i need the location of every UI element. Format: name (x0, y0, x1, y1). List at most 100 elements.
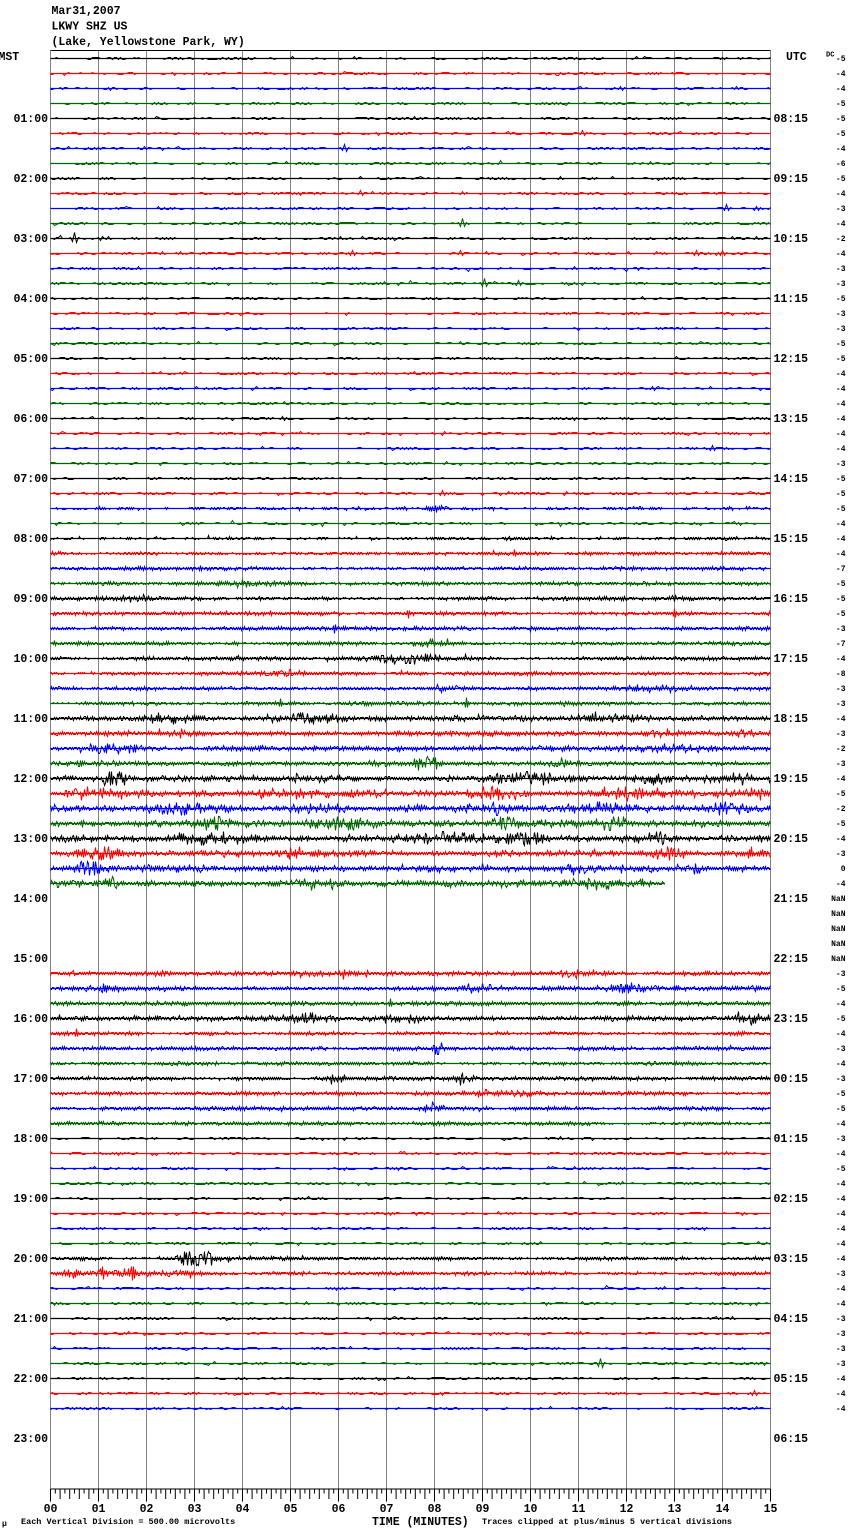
svg-text:17:00: 17:00 (13, 1073, 48, 1086)
svg-text:12:15: 12:15 (774, 353, 809, 366)
svg-text:03: 03 (188, 1503, 202, 1516)
svg-text:-4: -4 (836, 1300, 846, 1309)
svg-text:-3: -3 (836, 850, 846, 859)
svg-text:16:00: 16:00 (13, 1013, 48, 1026)
svg-text:-2: -2 (836, 235, 846, 244)
svg-text:21:00: 21:00 (13, 1313, 48, 1326)
svg-text:-4: -4 (836, 1000, 846, 1009)
svg-text:-4: -4 (836, 880, 846, 889)
svg-text:-6: -6 (836, 160, 846, 169)
svg-text:-4: -4 (836, 775, 846, 784)
svg-text:-3: -3 (836, 730, 846, 739)
svg-text:02: 02 (140, 1503, 154, 1516)
svg-text:-8: -8 (836, 670, 846, 679)
svg-text:-3: -3 (836, 685, 846, 694)
svg-text:-3: -3 (836, 1270, 846, 1279)
svg-text:-4: -4 (836, 1180, 846, 1189)
svg-text:-4: -4 (836, 1195, 846, 1204)
svg-text:-5: -5 (836, 985, 846, 994)
svg-text:-5: -5 (836, 295, 846, 304)
svg-text:-5: -5 (836, 820, 846, 829)
svg-text:19:00: 19:00 (13, 1193, 48, 1206)
svg-text:12: 12 (620, 1503, 634, 1516)
svg-text:-5: -5 (836, 1090, 846, 1099)
svg-text:-3: -3 (836, 1315, 846, 1324)
svg-text:-4: -4 (836, 1375, 846, 1384)
svg-text:07:00: 07:00 (13, 473, 48, 486)
svg-text:10:00: 10:00 (13, 653, 48, 666)
svg-text:0: 0 (841, 865, 846, 874)
svg-text:MST: MST (0, 51, 19, 64)
svg-text:06: 06 (332, 1503, 346, 1516)
svg-text:Traces clipped at plus/minus 5: Traces clipped at plus/minus 5 vertical … (482, 1517, 732, 1527)
svg-text:-4: -4 (836, 1030, 846, 1039)
svg-text:-5: -5 (836, 790, 846, 799)
svg-text:-3: -3 (836, 265, 846, 274)
svg-text:02:15: 02:15 (774, 1193, 809, 1206)
svg-text:14:15: 14:15 (774, 473, 809, 486)
svg-text:NaN: NaN (831, 940, 846, 949)
svg-text:-4: -4 (836, 70, 846, 79)
svg-text:-5: -5 (836, 1165, 846, 1174)
svg-text:01:00: 01:00 (13, 113, 48, 126)
svg-text:04:15: 04:15 (774, 1313, 809, 1326)
svg-text:-4: -4 (836, 1150, 846, 1159)
svg-text:-3: -3 (836, 280, 846, 289)
svg-text:-5: -5 (836, 130, 846, 139)
svg-text:12:00: 12:00 (13, 773, 48, 786)
svg-text:-5: -5 (836, 580, 846, 589)
svg-text:-4: -4 (836, 655, 846, 664)
svg-text:00: 00 (44, 1503, 58, 1516)
svg-text:-3: -3 (836, 1360, 846, 1369)
svg-text:-3: -3 (836, 1045, 846, 1054)
svg-text:-5: -5 (836, 100, 846, 109)
svg-text:15:00: 15:00 (13, 953, 48, 966)
svg-text:01:15: 01:15 (774, 1133, 809, 1146)
svg-text:-5: -5 (836, 55, 846, 64)
svg-text:08: 08 (428, 1503, 442, 1516)
svg-text:-4: -4 (836, 535, 846, 544)
svg-text:Each Vertical Division = 500.: Each Vertical Division = 500.00 microvol… (21, 1517, 235, 1527)
svg-text:-4: -4 (836, 1240, 846, 1249)
svg-text:19:15: 19:15 (774, 773, 809, 786)
svg-text:-3: -3 (836, 310, 846, 319)
svg-text:06:15: 06:15 (774, 1433, 809, 1446)
svg-text:15: 15 (764, 1503, 778, 1516)
svg-text:-3: -3 (836, 970, 846, 979)
svg-text:23:15: 23:15 (774, 1013, 809, 1026)
svg-text:-4: -4 (836, 715, 846, 724)
svg-text:03:00: 03:00 (13, 233, 48, 246)
svg-text:-3: -3 (836, 1075, 846, 1084)
svg-text:09:15: 09:15 (774, 173, 809, 186)
svg-text:NaN: NaN (831, 910, 846, 919)
svg-text:-4: -4 (836, 145, 846, 154)
svg-text:Mar31,2007: Mar31,2007 (52, 5, 121, 18)
svg-text:-3: -3 (836, 1135, 846, 1144)
svg-text:-5: -5 (836, 505, 846, 514)
svg-text:04: 04 (236, 1503, 250, 1516)
svg-text:-4: -4 (836, 1060, 846, 1069)
svg-text:-4: -4 (836, 220, 846, 229)
svg-text:-3: -3 (836, 460, 846, 469)
svg-text:14: 14 (716, 1503, 730, 1516)
svg-text:-5: -5 (836, 610, 846, 619)
svg-text:-4: -4 (836, 415, 846, 424)
svg-text:11: 11 (572, 1503, 586, 1516)
svg-text:10: 10 (524, 1503, 538, 1516)
svg-text:DC: DC (826, 52, 834, 60)
svg-text:-4: -4 (836, 190, 846, 199)
svg-text:14:00: 14:00 (13, 893, 48, 906)
svg-text:NaN: NaN (831, 925, 846, 934)
svg-text:-5: -5 (836, 1015, 846, 1024)
svg-text:22:00: 22:00 (13, 1373, 48, 1386)
svg-text:-4: -4 (836, 1405, 846, 1414)
svg-text:-5: -5 (836, 340, 846, 349)
svg-text:13: 13 (668, 1503, 682, 1516)
svg-text:05:15: 05:15 (774, 1373, 809, 1386)
svg-text:-3: -3 (836, 325, 846, 334)
svg-text:-3: -3 (836, 625, 846, 634)
svg-text:06:00: 06:00 (13, 413, 48, 426)
svg-text:-3: -3 (836, 760, 846, 769)
svg-text:μ: μ (2, 1520, 7, 1529)
svg-text:-4: -4 (836, 250, 846, 259)
